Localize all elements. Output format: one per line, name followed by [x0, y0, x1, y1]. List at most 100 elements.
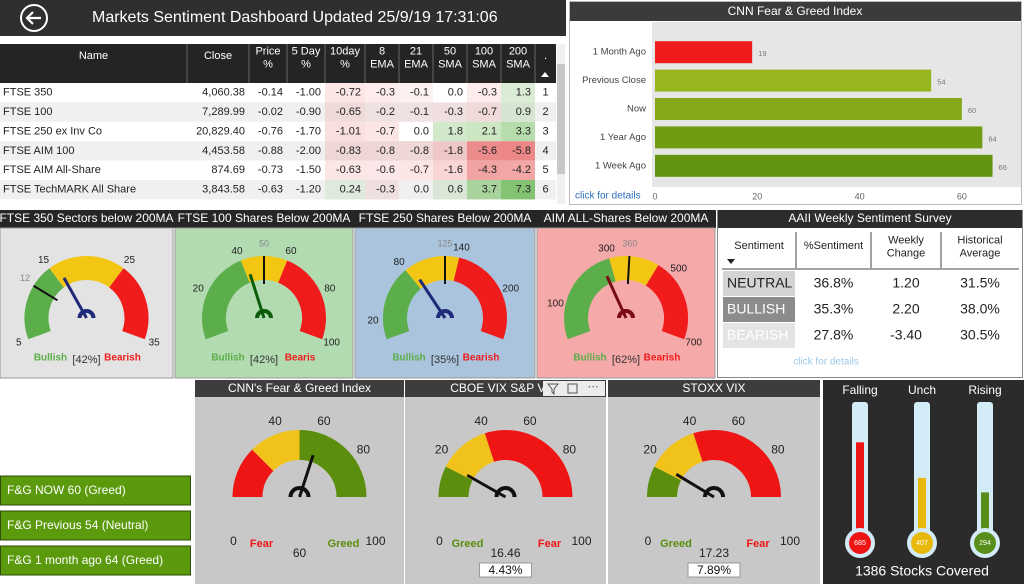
y-tick-label: 1 Year Ago — [600, 132, 646, 143]
heat-cell — [365, 160, 399, 180]
gauge-cap — [436, 309, 454, 319]
gauge-band — [564, 258, 617, 340]
cell: 6 — [542, 184, 548, 196]
heat-cell — [467, 141, 501, 161]
cell: -5.8 — [512, 145, 531, 157]
aaii-sentiment: BEARISH — [727, 327, 788, 343]
aaii-label-cell — [723, 271, 795, 296]
fg-box-text: F&G Previous 54 (Neutral) — [7, 518, 148, 532]
gauge-panel — [405, 380, 606, 584]
gauge-title: FTSE 250 Shares Below 200MA — [359, 211, 532, 225]
aaii-link[interactable]: click for details — [793, 357, 859, 368]
gauge-value-label: [42%] — [250, 354, 278, 366]
aaii-cell: 2.20 — [892, 301, 919, 317]
bar — [655, 98, 962, 120]
heat-cell — [365, 180, 399, 200]
more-icon[interactable]: ⋯ — [588, 381, 599, 393]
gauge-title: CNN's Fear & Greed Index — [228, 381, 371, 395]
gauge-target-label: 125 — [437, 238, 452, 248]
cell: 0.9 — [516, 106, 531, 118]
heat-cell — [467, 121, 501, 142]
aaii-cell: 35.3% — [814, 301, 854, 317]
gauge-tick-label: 500 — [670, 264, 687, 275]
cell: 7.3 — [516, 184, 531, 196]
gauge-right-label: Bearish — [104, 353, 141, 364]
heat-cell — [365, 121, 399, 142]
table-row — [0, 160, 556, 180]
fg-box-text: F&G 1 month ago 64 (Greed) — [7, 553, 163, 567]
filter-icon[interactable] — [546, 383, 560, 396]
gauge-value: 17.23 — [699, 546, 729, 560]
cell: -0.3 — [376, 184, 395, 196]
aaii-sort-arrow — [727, 259, 735, 264]
cell: 3 — [542, 125, 548, 137]
column-header: 50 SMA — [438, 45, 463, 70]
cell: -0.3 — [376, 87, 395, 99]
gauge-tick-label: 100 — [571, 534, 591, 548]
column-header: Price% — [255, 45, 280, 70]
gauge-tick-label: 60 — [317, 414, 331, 428]
value-label: 60 — [968, 106, 976, 115]
aaii-sentiment: BULLISH — [727, 301, 785, 317]
column-header: 10day% — [330, 45, 360, 70]
heat-cell — [325, 160, 365, 180]
cell: -0.88 — [258, 145, 283, 157]
gauge-title: AIM ALL-Shares Below 200MA — [544, 211, 709, 225]
gauge-right-label: Bearis — [285, 353, 316, 364]
gauge-title: CBOE VIX S&P Vola — [450, 381, 561, 395]
focus-icon[interactable] — [567, 383, 578, 394]
gauge-right-label: Fear — [538, 538, 562, 550]
gauge-band — [453, 257, 507, 340]
gauge-title: FTSE 350 Sectors below 200MA — [0, 211, 174, 225]
gauge-cap — [77, 309, 96, 319]
back-arrow[interactable] — [25, 11, 41, 25]
thermo-value: 294 — [979, 540, 991, 547]
gauge-tick-label: 20 — [193, 283, 205, 294]
gauge-tick-label: 80 — [771, 443, 785, 457]
table-header-bg — [0, 44, 556, 83]
back-circle[interactable] — [20, 4, 48, 32]
heat-cell — [467, 180, 501, 200]
cell: -0.7 — [410, 164, 429, 176]
sort-arrow — [541, 72, 549, 77]
cell: -0.73 — [258, 164, 283, 176]
aaii-cell: 36.8% — [814, 275, 854, 291]
gauge-band — [654, 433, 704, 481]
gauge-value-label: [42%] — [72, 354, 100, 366]
column-header: Name — [79, 50, 108, 62]
heat-cell — [501, 141, 535, 161]
gauge-band — [647, 466, 682, 498]
gauge-cap — [617, 309, 635, 319]
value-label: 19 — [758, 49, 766, 58]
scroll-thumb[interactable] — [557, 64, 565, 174]
cell: -0.6 — [376, 164, 395, 176]
gauge-tick-label: 80 — [394, 257, 406, 268]
details-link[interactable]: click for details — [575, 191, 641, 202]
thermo-bulb — [911, 532, 933, 554]
aaii-header: Sentiment — [734, 240, 784, 252]
gauge-target-label: 50 — [259, 238, 269, 248]
back-button[interactable] — [20, 4, 48, 32]
heat-cell — [433, 141, 467, 161]
cell: 5 — [542, 164, 548, 176]
table-row — [0, 121, 556, 142]
change-box — [687, 562, 741, 578]
gauge-tick-label: 20 — [435, 443, 449, 457]
gauge-band — [609, 256, 659, 286]
gauge-right-label: Bearish — [644, 353, 681, 364]
fg-box — [0, 545, 191, 576]
gauge-target-label: 360 — [622, 238, 637, 248]
table-row — [0, 180, 556, 200]
gauge-band — [298, 430, 367, 498]
gauge-left-label: Bullish — [573, 353, 606, 364]
gauge-tick-label: 5 — [16, 337, 22, 348]
gauge-tick-label: 100 — [323, 337, 340, 348]
cell: -0.8 — [376, 145, 395, 157]
cell: -0.3 — [444, 106, 463, 118]
gauge-left-label: Bullish — [211, 353, 244, 364]
thermo-fill — [918, 477, 926, 536]
heat-cell — [467, 160, 501, 180]
cell: 1 — [542, 87, 548, 99]
cell: -1.50 — [296, 164, 321, 176]
